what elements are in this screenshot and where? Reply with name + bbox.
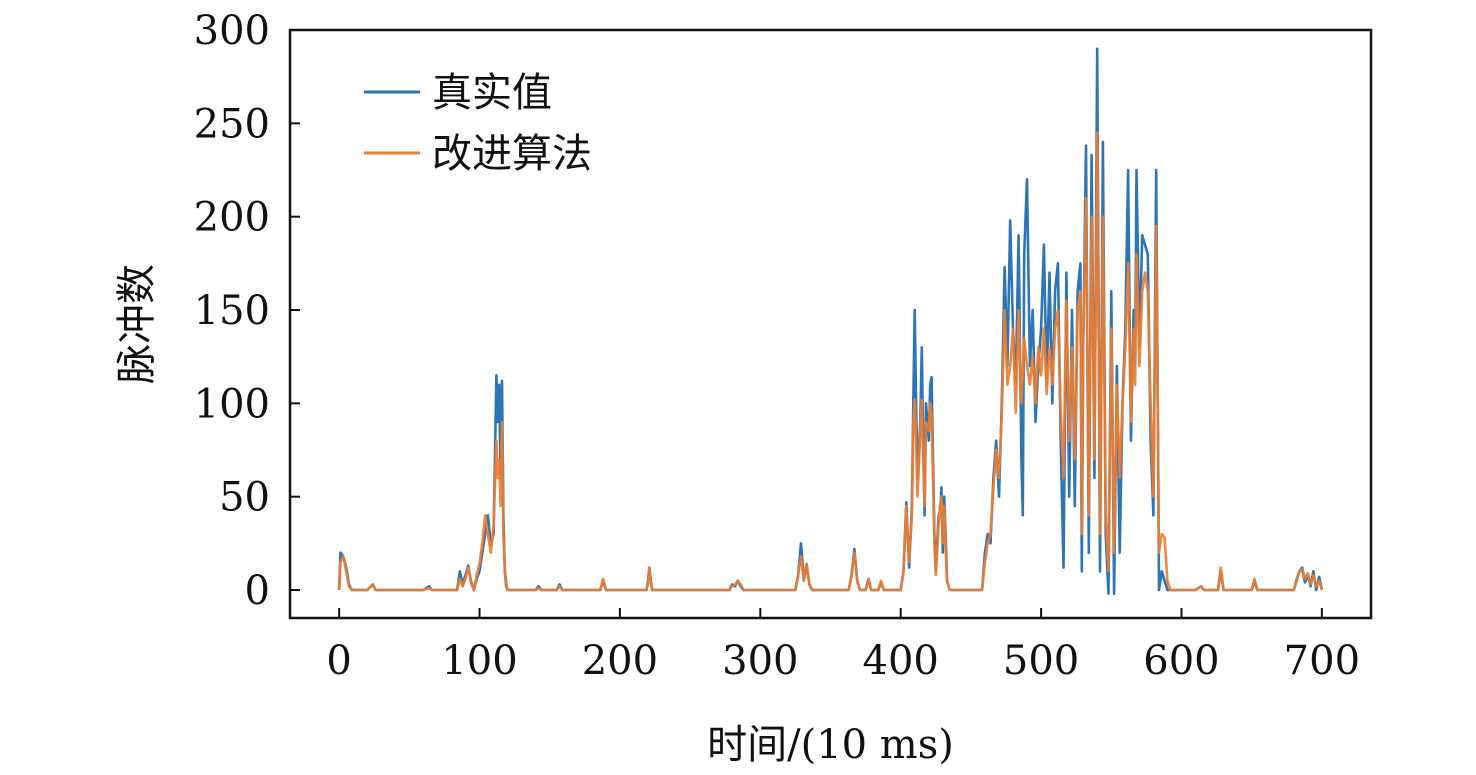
y-axis-title: 脉冲数 bbox=[114, 264, 160, 384]
x-axis-ticks: 0 100 200 300 400 500 600 700 bbox=[326, 608, 1360, 684]
y-tick-label: 0 bbox=[245, 568, 270, 614]
x-tick-label: 600 bbox=[1143, 638, 1219, 684]
x-tick-label: 400 bbox=[863, 638, 939, 684]
x-tick-label: 300 bbox=[722, 638, 798, 684]
legend-label-improved-algorithm: 改进算法 bbox=[432, 131, 592, 177]
x-axis-title: 时间/(10 ms) bbox=[707, 722, 954, 768]
plot-area bbox=[288, 28, 1373, 620]
y-tick-label: 100 bbox=[194, 381, 270, 427]
legend-label-true-value: 真实值 bbox=[432, 70, 552, 116]
x-tick-label: 700 bbox=[1284, 638, 1360, 684]
y-tick-label: 200 bbox=[194, 195, 270, 241]
x-tick-label: 500 bbox=[1003, 638, 1079, 684]
y-axis-ticks: 0 50 100 150 200 250 300 bbox=[194, 8, 300, 614]
y-tick-label: 300 bbox=[194, 8, 270, 54]
y-tick-label: 50 bbox=[219, 475, 270, 521]
series-layer bbox=[337, 47, 1324, 596]
y-tick-label: 150 bbox=[194, 288, 270, 334]
x-tick-label: 100 bbox=[441, 638, 517, 684]
series-line-improved-algorithm bbox=[337, 131, 1324, 592]
y-tick-label: 250 bbox=[194, 101, 270, 147]
plot-frame bbox=[288, 28, 1373, 620]
x-tick-label: 200 bbox=[582, 638, 658, 684]
legend: 真实值 改进算法 bbox=[364, 70, 592, 177]
x-tick-label: 0 bbox=[326, 638, 351, 684]
